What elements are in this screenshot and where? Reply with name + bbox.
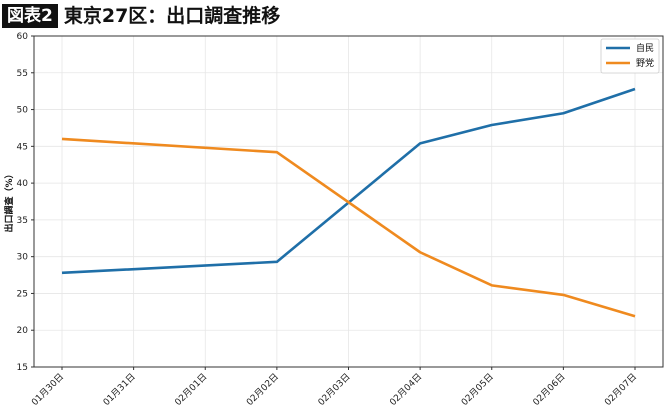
legend-label-yato: 野党 [636, 57, 654, 69]
grid-lines [34, 35, 663, 368]
y-tick-label: 25 [17, 289, 28, 299]
x-tick-label: 02月06日 [531, 371, 568, 408]
y-tick-label: 30 [17, 253, 29, 263]
x-tick-label: 02月01日 [173, 371, 210, 408]
x-tick-label: 02月05日 [459, 371, 496, 408]
x-tick-label: 02月07日 [602, 371, 639, 408]
series-line-1 [61, 137, 636, 318]
series-lines [61, 87, 636, 318]
y-tick-label: 60 [17, 32, 29, 42]
y-tick-label: 35 [17, 216, 28, 226]
x-tick-label: 02月03日 [316, 371, 353, 408]
chart-title: 東京27区：出口調査推移 [63, 5, 281, 27]
x-tick-label: 01月30日 [29, 371, 66, 408]
legend: 自民 野党 [600, 38, 660, 74]
chart-title-bar: 図表2 東京27区：出口調査推移 [2, 3, 280, 29]
y-axis: 15 20 25 30 35 40 45 50 55 60 [17, 32, 34, 373]
x-tick-label: 02月04日 [388, 371, 425, 408]
series-line-0 [61, 87, 636, 275]
x-tick-label: 02月02日 [244, 371, 281, 408]
x-tick-label: 01月31日 [101, 371, 138, 408]
figure-badge: 図表2 [2, 4, 58, 28]
y-tick-label: 20 [17, 326, 29, 336]
legend-label-jimin: 自民 [636, 42, 654, 54]
y-tick-label: 15 [17, 363, 28, 373]
x-axis: 01月30日 01月31日 02月01日 02月02日 02月03日 02月04日 02月0… [29, 367, 639, 408]
y-tick-label: 45 [17, 142, 28, 152]
y-tick-label: 40 [17, 179, 29, 189]
y-axis-label: 出口調査（%） [3, 169, 15, 232]
y-tick-label: 55 [17, 69, 28, 79]
y-tick-label: 50 [17, 106, 29, 116]
